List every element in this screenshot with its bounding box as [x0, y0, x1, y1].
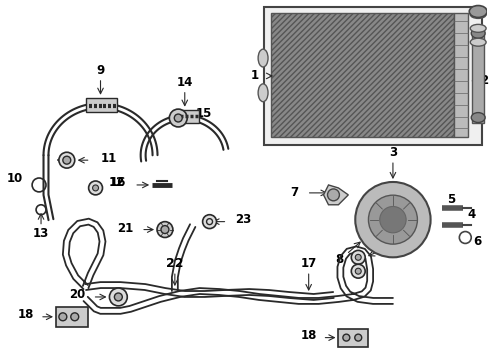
Bar: [264, 6, 482, 145]
Text: 14: 14: [176, 76, 193, 89]
Circle shape: [109, 288, 127, 306]
Ellipse shape: [470, 24, 486, 32]
Text: 18: 18: [18, 308, 34, 321]
Circle shape: [351, 264, 365, 278]
Circle shape: [202, 215, 217, 229]
Text: 11: 11: [100, 152, 117, 165]
Circle shape: [161, 226, 169, 234]
Circle shape: [355, 334, 362, 341]
Circle shape: [355, 255, 361, 260]
Text: 23: 23: [235, 213, 251, 226]
Text: 6: 6: [473, 235, 482, 248]
Text: 13: 13: [33, 227, 49, 240]
Text: 7: 7: [291, 186, 299, 199]
Circle shape: [71, 313, 79, 321]
Bar: [472, 28, 484, 122]
Circle shape: [93, 185, 98, 191]
Polygon shape: [323, 185, 348, 205]
Bar: [86, 98, 118, 112]
Ellipse shape: [471, 113, 485, 122]
Bar: [454, 13, 468, 138]
Circle shape: [170, 109, 187, 127]
Circle shape: [355, 182, 431, 257]
Circle shape: [380, 207, 406, 233]
Text: 12: 12: [108, 176, 124, 189]
Text: 19: 19: [390, 240, 406, 253]
Bar: [271, 13, 454, 138]
Text: 1: 1: [251, 69, 259, 82]
Ellipse shape: [471, 28, 485, 38]
Ellipse shape: [470, 10, 486, 18]
Text: 17: 17: [300, 257, 317, 270]
Ellipse shape: [470, 38, 486, 46]
Circle shape: [114, 293, 122, 301]
Text: 16: 16: [110, 176, 126, 189]
Text: 5: 5: [447, 193, 456, 206]
Circle shape: [63, 156, 71, 164]
Text: 3: 3: [389, 146, 397, 159]
Text: 2: 2: [480, 75, 489, 87]
Circle shape: [174, 114, 182, 122]
Circle shape: [327, 189, 340, 201]
Bar: [173, 110, 198, 123]
Circle shape: [157, 222, 173, 238]
Circle shape: [59, 313, 67, 321]
Text: 22: 22: [166, 257, 184, 270]
Text: 20: 20: [70, 288, 86, 301]
Circle shape: [343, 334, 350, 341]
Circle shape: [89, 181, 102, 195]
Text: 8: 8: [335, 253, 343, 266]
Ellipse shape: [258, 49, 268, 67]
Bar: [56, 307, 88, 327]
Bar: [339, 329, 368, 347]
Circle shape: [351, 250, 365, 264]
Circle shape: [368, 195, 417, 244]
Ellipse shape: [469, 5, 487, 17]
Text: 10: 10: [7, 171, 23, 185]
Text: 18: 18: [300, 329, 317, 342]
Text: 21: 21: [117, 222, 133, 235]
Text: 9: 9: [97, 64, 105, 77]
Text: 15: 15: [196, 107, 213, 120]
Ellipse shape: [258, 84, 268, 102]
Circle shape: [355, 268, 361, 274]
Circle shape: [59, 152, 75, 168]
Text: 4: 4: [467, 208, 475, 221]
